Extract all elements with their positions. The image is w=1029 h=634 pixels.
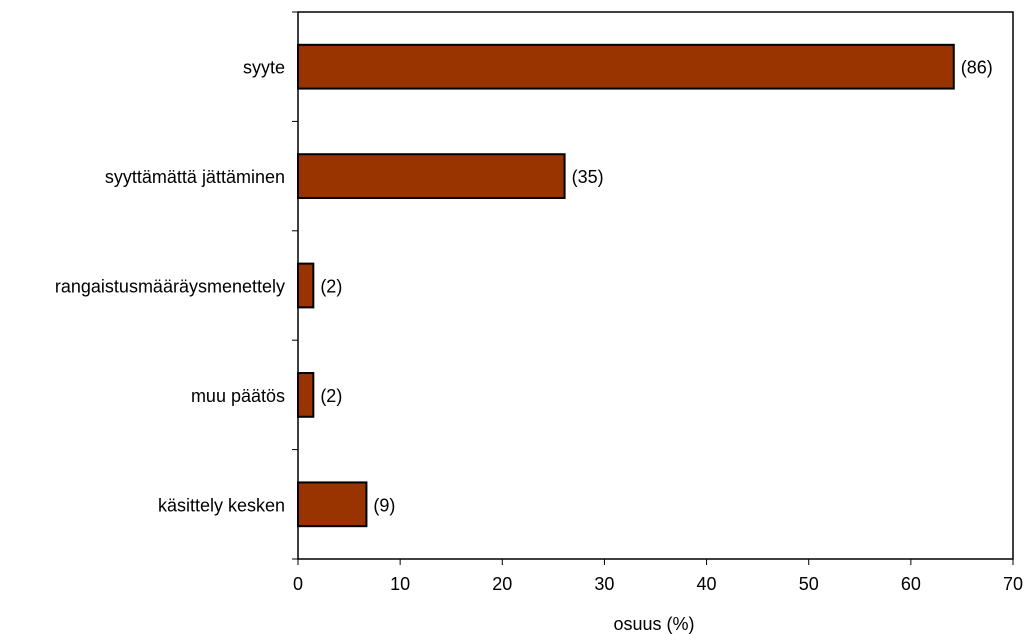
category-label: muu päätös xyxy=(191,386,285,406)
x-tick-label: 0 xyxy=(293,574,303,594)
plot-frame xyxy=(297,11,1014,560)
x-tick-label: 30 xyxy=(594,574,614,594)
x-tick-label: 10 xyxy=(390,574,410,594)
bars-layer: (86) (35) (2) (2) (9) xyxy=(297,43,993,528)
bar xyxy=(297,153,566,199)
x-tick-label: 60 xyxy=(901,574,921,594)
x-axis-label: osuus (%) xyxy=(613,614,694,634)
data-label: (35) xyxy=(572,167,604,187)
data-label: (2) xyxy=(320,386,342,406)
category-label: rangaistusmääräysmenettely xyxy=(55,277,285,297)
axes-layer: syyte syyttämättä jättäminen rangaistusmää… xyxy=(55,11,1023,594)
x-tick-label: 50 xyxy=(799,574,819,594)
data-label: (86) xyxy=(961,58,993,78)
bar xyxy=(297,43,955,90)
x-tick-label: 40 xyxy=(697,574,717,594)
bar xyxy=(297,372,315,418)
category-label: syyttämättä jättäminen xyxy=(105,167,285,187)
x-tick-label: 20 xyxy=(492,574,512,594)
x-tick-label: 70 xyxy=(1003,574,1023,594)
data-label: (2) xyxy=(320,277,342,297)
bar xyxy=(297,481,368,528)
category-label: käsittely kesken xyxy=(158,495,285,515)
category-label: syyte xyxy=(243,58,285,78)
data-label: (9) xyxy=(373,495,395,515)
bar xyxy=(297,262,315,309)
